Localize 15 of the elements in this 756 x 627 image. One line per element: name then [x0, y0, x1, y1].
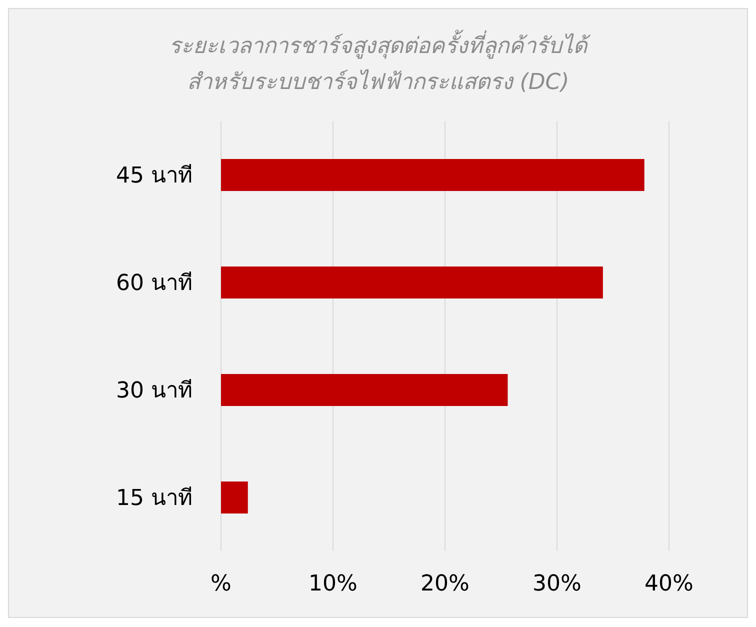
y-tick-label: 45 นาที	[116, 164, 193, 189]
bar	[221, 374, 508, 406]
chart-title: ระยะเวลาการชาร์จสูงสุดต่อครั้งที่ลูกค้ารับได้	[168, 29, 592, 61]
x-tick-label: 20%	[420, 572, 470, 597]
bar	[221, 482, 248, 514]
bar	[221, 159, 644, 191]
chart-subtitle: สำหรับระบบชาร์จไฟฟ้ากระแสตรง (DC)	[186, 68, 570, 97]
x-tick-label: 40%	[644, 572, 694, 597]
x-tick-label: %	[210, 572, 232, 597]
y-tick-label: 60 นาที	[116, 271, 193, 296]
y-tick-label: 15 นาที	[116, 486, 193, 512]
y-tick-label: 30 นาที	[116, 378, 193, 404]
x-tick-label: 10%	[308, 572, 358, 597]
x-tick-label: 30%	[532, 572, 582, 597]
bar	[221, 266, 603, 298]
